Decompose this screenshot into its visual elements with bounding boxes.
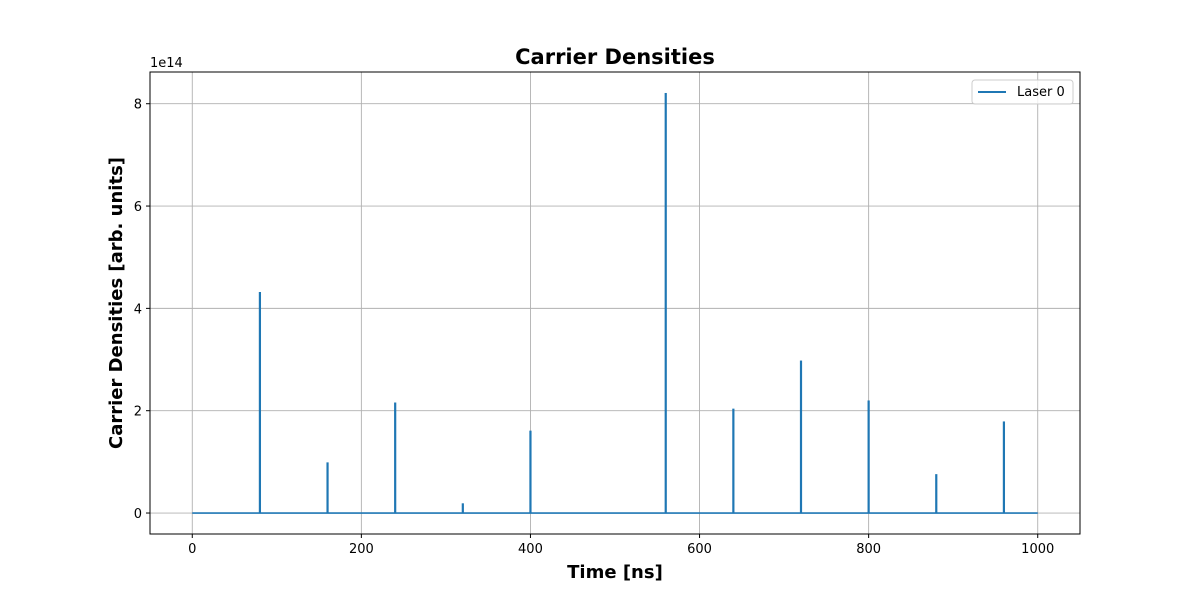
series-spike <box>867 400 870 514</box>
legend-label: Laser 0 <box>1017 85 1065 100</box>
y-tick-label: 0 <box>134 507 142 522</box>
series-spike <box>935 474 938 514</box>
legend: Laser 0 <box>971 79 1074 105</box>
series-spike <box>664 92 667 514</box>
series-spike <box>461 503 464 514</box>
y-tick-label: 4 <box>134 302 142 317</box>
x-axis-title: Time [ns] <box>567 562 663 583</box>
series-spike <box>732 408 735 514</box>
chart-title: Carrier Densities <box>515 45 715 69</box>
y-tick-label: 8 <box>134 98 142 113</box>
y-offset-label: 1e14 <box>150 56 183 71</box>
series-layer <box>192 92 1038 514</box>
x-tick-label: 400 <box>518 542 543 557</box>
x-tick-label: 0 <box>188 542 196 557</box>
series-spike <box>799 360 803 514</box>
series-spike <box>394 402 397 514</box>
y-tick-label: 2 <box>134 405 142 420</box>
grid <box>150 72 1080 534</box>
series-spike <box>1002 421 1006 514</box>
x-tick-label: 600 <box>687 542 712 557</box>
y-tick-label: 6 <box>134 200 142 215</box>
y-axis-title: Carrier Densities [arb. units] <box>106 157 127 449</box>
series-spike <box>326 462 329 514</box>
x-tick-label: 200 <box>349 542 374 557</box>
legend-box <box>971 79 1074 105</box>
series-spike <box>529 430 532 514</box>
series-spike <box>258 292 262 514</box>
ticks: 0 200 400 600 800 1000 0 2 4 6 8 <box>134 98 1055 557</box>
x-tick-label: 800 <box>856 542 881 557</box>
plot-frame <box>149 71 1081 535</box>
x-tick-label: 1000 <box>1021 542 1054 557</box>
